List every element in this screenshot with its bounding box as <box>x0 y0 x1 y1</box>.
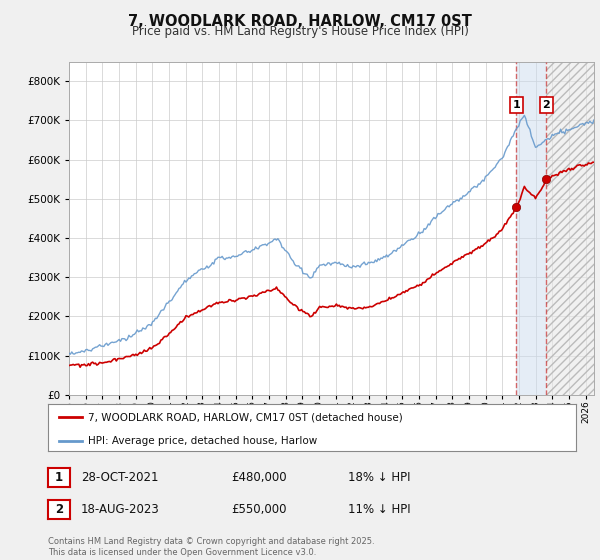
Text: 18-AUG-2023: 18-AUG-2023 <box>81 503 160 516</box>
Text: 1: 1 <box>55 470 63 484</box>
Text: 2: 2 <box>55 503 63 516</box>
Text: 11% ↓ HPI: 11% ↓ HPI <box>348 503 410 516</box>
Text: HPI: Average price, detached house, Harlow: HPI: Average price, detached house, Harl… <box>88 436 317 446</box>
Text: £550,000: £550,000 <box>231 503 287 516</box>
Text: 7, WOODLARK ROAD, HARLOW, CM17 0ST: 7, WOODLARK ROAD, HARLOW, CM17 0ST <box>128 14 472 29</box>
Bar <box>546 62 594 395</box>
Bar <box>546 62 594 395</box>
Text: Price paid vs. HM Land Registry's House Price Index (HPI): Price paid vs. HM Land Registry's House … <box>131 25 469 38</box>
Text: 2: 2 <box>542 100 550 110</box>
Text: 1: 1 <box>512 100 520 110</box>
Text: 28-OCT-2021: 28-OCT-2021 <box>81 470 158 484</box>
Text: Contains HM Land Registry data © Crown copyright and database right 2025.
This d: Contains HM Land Registry data © Crown c… <box>48 537 374 557</box>
Text: 18% ↓ HPI: 18% ↓ HPI <box>348 470 410 484</box>
Bar <box>516 62 546 395</box>
Text: £480,000: £480,000 <box>231 470 287 484</box>
Text: 7, WOODLARK ROAD, HARLOW, CM17 0ST (detached house): 7, WOODLARK ROAD, HARLOW, CM17 0ST (deta… <box>88 412 403 422</box>
